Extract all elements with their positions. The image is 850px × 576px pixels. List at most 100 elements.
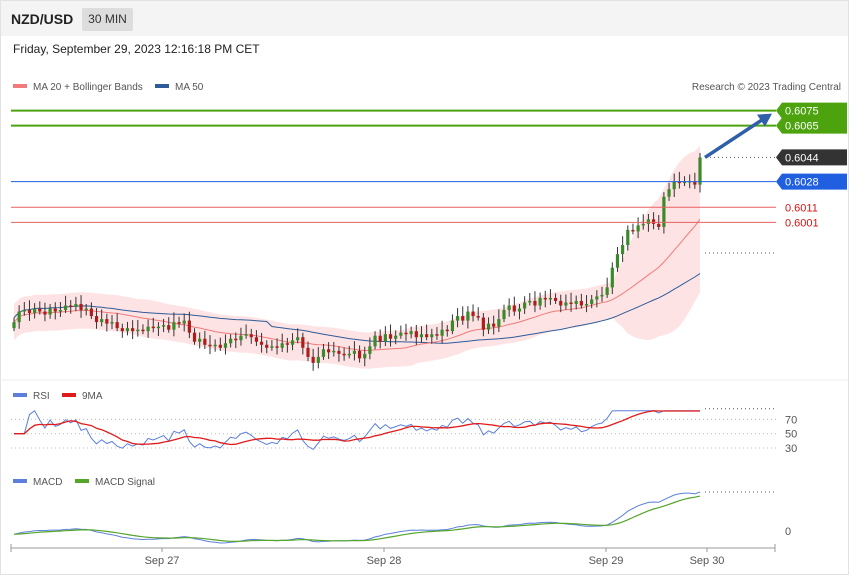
candle-body — [203, 338, 207, 345]
candle-body — [455, 316, 460, 321]
credit-text: Research © 2023 Trading Central — [692, 82, 841, 93]
level-tag — [776, 117, 847, 134]
candle-body — [682, 181, 687, 184]
timestamp: Friday, September 29, 2023 12:16:18 PM C… — [13, 42, 260, 56]
candle-body — [125, 328, 130, 332]
candle-body — [610, 267, 614, 288]
level-label: 0.6001 — [785, 217, 819, 229]
x-axis-ticks: Sep 27 Sep 28 Sep 29 Sep 30 — [145, 548, 724, 567]
candle-body — [17, 311, 21, 323]
toolbar: NZD/USD 30 MIN — [1, 1, 848, 36]
candle-body — [105, 319, 109, 324]
candle-body — [12, 322, 16, 329]
candle-body — [321, 349, 326, 357]
candle-body — [363, 353, 367, 359]
candle-body — [110, 322, 114, 324]
candle-body — [481, 317, 485, 330]
candle-body — [285, 343, 289, 345]
candle-body — [146, 326, 150, 332]
candle-body — [492, 323, 496, 327]
macd-signal-line — [13, 495, 701, 543]
candle-body — [74, 303, 78, 308]
bollinger-band — [14, 145, 700, 369]
candle-body — [621, 245, 625, 255]
candle-body — [579, 300, 583, 306]
price-panel: 0.6075 0.6065 0.6044 0.6028 0.6011 0.6001 — [11, 102, 847, 371]
candle-body — [595, 296, 599, 300]
candle-body — [182, 320, 186, 324]
rsi-ma-legend-swatch — [62, 393, 76, 397]
candle-body — [600, 294, 604, 297]
candle-body — [53, 308, 57, 312]
candle-body — [131, 328, 135, 332]
candle-body — [641, 223, 645, 226]
candle-body — [115, 322, 119, 329]
candle-body — [244, 334, 248, 336]
candle-body — [651, 219, 656, 224]
instrument-title: NZD/USD — [11, 11, 74, 27]
candle-body — [450, 320, 455, 332]
ma20-legend-label: MA 20 + Bollinger Bands — [33, 82, 143, 93]
candle-body — [156, 326, 161, 329]
candle-body — [352, 350, 357, 354]
candle-body — [177, 322, 181, 324]
candle-body — [38, 308, 42, 312]
candle-body — [414, 331, 418, 338]
rsi-legend-label: RSI — [33, 391, 50, 402]
level-tag — [776, 173, 847, 190]
macd-legend-swatch — [13, 479, 27, 483]
ma50-legend-label: MA 50 — [175, 82, 204, 93]
candle-body — [229, 338, 233, 344]
candle-body — [662, 196, 666, 227]
candle-body — [342, 353, 346, 356]
candle-body — [507, 305, 511, 311]
candle-body — [631, 229, 635, 232]
timeframe-button[interactable]: 30 MIN — [82, 8, 133, 31]
rsi-legend-swatch — [13, 393, 27, 397]
candle-body — [218, 344, 222, 348]
candle-body — [368, 346, 372, 354]
candle-body — [584, 303, 589, 306]
candle-body — [172, 322, 176, 330]
candle-body — [646, 219, 651, 224]
candle-body — [48, 308, 52, 315]
candle-body — [187, 320, 191, 333]
candle-body — [523, 302, 527, 309]
rsi-tick-label: 50 — [785, 429, 797, 441]
candle-body — [471, 311, 475, 317]
candle-body — [548, 297, 553, 300]
projection-arrowhead — [757, 113, 772, 127]
rsi-line — [14, 409, 700, 451]
candle-body — [213, 344, 217, 347]
candle-body — [657, 223, 661, 227]
candle-body — [280, 343, 284, 348]
candle-body — [538, 297, 542, 306]
candle-body — [461, 316, 465, 321]
candle-body — [357, 350, 362, 359]
candle-body — [234, 338, 238, 341]
candle-body — [590, 299, 594, 304]
candle-body — [198, 338, 202, 342]
ma50-legend-swatch — [155, 84, 169, 88]
x-tick-label: Sep 29 — [589, 555, 624, 567]
candle-body — [425, 334, 429, 338]
candle-body — [615, 254, 620, 268]
candle-body — [605, 287, 609, 295]
candle-body — [677, 181, 681, 184]
candle-body — [399, 332, 403, 336]
candle-body — [192, 332, 197, 342]
candle-body — [347, 353, 351, 356]
candle-body — [486, 323, 491, 330]
candle-body — [270, 346, 274, 348]
candle-body — [626, 229, 630, 246]
candle-body — [120, 328, 124, 332]
candle-body — [58, 310, 63, 312]
rsi-panel: 70 50 30 — [11, 408, 797, 455]
candle-body — [161, 325, 166, 327]
candle-body — [445, 329, 449, 332]
macd-line — [13, 491, 701, 544]
candle-body — [512, 305, 516, 312]
ma50-line — [13, 273, 701, 344]
